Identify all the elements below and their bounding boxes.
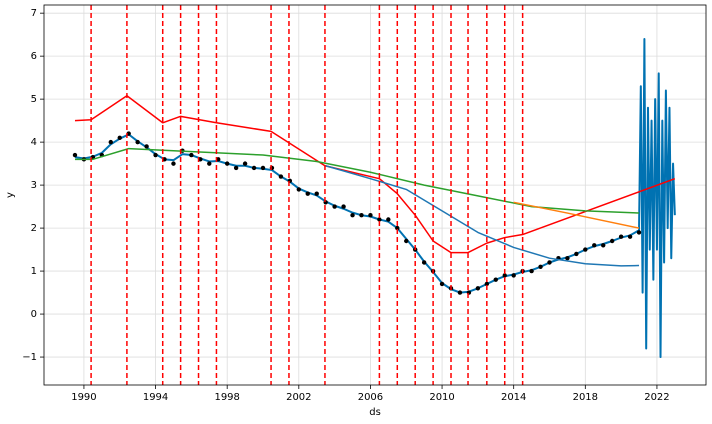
data-point bbox=[529, 268, 534, 274]
y-tick-label: 6 bbox=[31, 51, 37, 62]
series-line bbox=[325, 165, 640, 267]
data-point bbox=[592, 243, 597, 248]
y-tick-label: 4 bbox=[31, 137, 37, 148]
data-point bbox=[421, 260, 427, 265]
data-point bbox=[574, 251, 579, 257]
data-point bbox=[72, 152, 78, 158]
data-point bbox=[601, 243, 606, 248]
data-point bbox=[341, 204, 346, 209]
data-point bbox=[359, 213, 364, 218]
y-tick-label: 2 bbox=[31, 223, 37, 234]
y-tick-label: 3 bbox=[31, 180, 37, 191]
x-tick-label: 2002 bbox=[286, 392, 311, 403]
data-point bbox=[278, 174, 284, 179]
data-point bbox=[538, 264, 543, 269]
x-tick-label: 1994 bbox=[143, 392, 168, 403]
data-point bbox=[565, 255, 570, 261]
data-point bbox=[332, 204, 337, 209]
series-line bbox=[74, 147, 640, 214]
x-tick-label: 2014 bbox=[501, 392, 526, 403]
data-point bbox=[493, 277, 498, 282]
data-point bbox=[314, 191, 319, 196]
y-tick-label: 0 bbox=[31, 309, 37, 320]
data-point bbox=[260, 165, 266, 171]
series-line bbox=[74, 37, 676, 359]
x-tick-label: 1990 bbox=[71, 392, 96, 403]
data-point bbox=[144, 144, 149, 149]
data-point bbox=[305, 191, 310, 196]
data-point bbox=[457, 290, 463, 295]
data-point bbox=[547, 260, 552, 265]
plot-frame bbox=[43, 4, 707, 386]
x-axis-label: ds bbox=[369, 407, 381, 418]
data-point bbox=[296, 187, 302, 192]
data-point bbox=[108, 139, 113, 145]
data-point bbox=[386, 217, 391, 222]
data-point bbox=[395, 225, 400, 231]
x-tick-label: 2006 bbox=[358, 392, 383, 403]
data-point bbox=[189, 152, 194, 158]
plot-area: 1990 1994 1998 2002 2006 2010 2014 2018 2022 −1 0 1… bbox=[22, 4, 707, 403]
data-point bbox=[583, 247, 588, 252]
data-point bbox=[618, 234, 624, 239]
data-point bbox=[224, 161, 230, 166]
y-tick-label: 5 bbox=[31, 94, 37, 105]
data-point bbox=[117, 135, 122, 141]
data-point bbox=[135, 139, 140, 145]
data-point bbox=[207, 161, 212, 166]
data-point bbox=[153, 152, 158, 158]
data-point bbox=[511, 273, 516, 278]
series-line bbox=[74, 94, 676, 254]
data-point bbox=[242, 161, 248, 166]
data-point bbox=[171, 161, 176, 166]
data-point bbox=[609, 238, 615, 244]
y-tick-label: 7 bbox=[31, 8, 37, 19]
data-point bbox=[627, 234, 633, 239]
data-point bbox=[251, 165, 257, 171]
data-point bbox=[377, 217, 382, 222]
data-point bbox=[439, 281, 445, 287]
series-line bbox=[513, 201, 640, 229]
data-point bbox=[636, 230, 642, 235]
y-axis-label: y bbox=[5, 192, 16, 198]
y-tick-label: −1 bbox=[22, 352, 37, 363]
data-point bbox=[502, 273, 507, 278]
x-tick-label: 1998 bbox=[214, 392, 239, 403]
data-point bbox=[368, 213, 373, 218]
data-point bbox=[233, 165, 239, 171]
data-point bbox=[404, 238, 409, 244]
data-point bbox=[475, 286, 481, 291]
data-point bbox=[350, 213, 355, 218]
y-tick-label: 1 bbox=[31, 266, 37, 277]
x-tick-label: 2022 bbox=[644, 392, 669, 403]
x-tick-label: 2018 bbox=[573, 392, 598, 403]
data-point bbox=[484, 281, 490, 287]
x-tick-label: 2010 bbox=[429, 392, 454, 403]
